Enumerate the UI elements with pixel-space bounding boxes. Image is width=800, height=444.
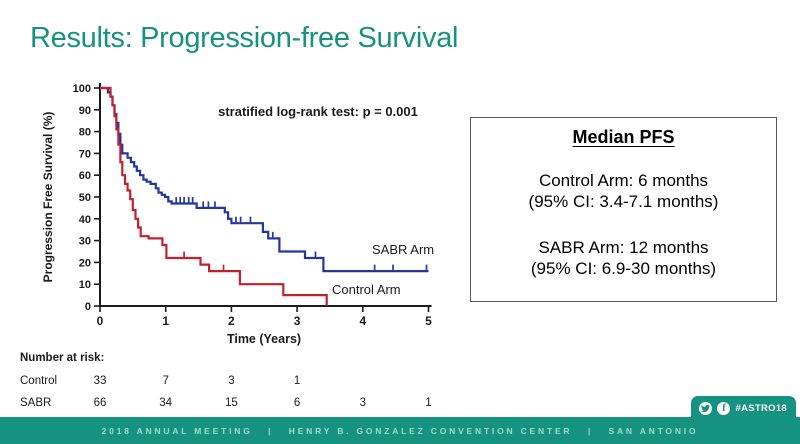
risk-row-sabr: SABR 66 34 15 6 3 1 xyxy=(0,397,460,412)
social-hashtag-badge: f #ASTRO18 xyxy=(691,396,796,420)
risk-count: 66 xyxy=(93,397,107,409)
y-tick-label: 0 xyxy=(85,301,91,313)
y-tick-label: 100 xyxy=(73,83,91,95)
y-tick-label: 70 xyxy=(79,148,91,160)
page-title: Results: Progression-free Survival xyxy=(30,22,459,54)
median-pfs-box: Median PFS Control Arm: 6 months (95% CI… xyxy=(470,117,777,302)
km-curve-control-arm xyxy=(100,86,328,306)
x-tick-label: 0 xyxy=(97,314,104,328)
risk-row-name: Control xyxy=(20,375,58,387)
risk-count: 15 xyxy=(224,397,238,409)
y-tick-label: 80 xyxy=(79,127,91,139)
risk-count: 1 xyxy=(293,375,301,387)
x-tick-label: 2 xyxy=(228,314,235,328)
median-control-ci: (95% CI: 3.4-7.1 months) xyxy=(528,192,719,211)
median-sabr-group: SABR Arm: 12 months (95% CI: 6.9-30 mont… xyxy=(471,237,776,279)
facebook-icon[interactable]: f xyxy=(717,401,731,415)
y-tick-label: 90 xyxy=(79,105,91,117)
y-tick-label: 60 xyxy=(79,170,91,182)
x-tick-label: 5 xyxy=(425,314,432,328)
y-tick-label: 50 xyxy=(79,192,91,204)
twitter-icon[interactable] xyxy=(699,401,713,415)
median-control-group: Control Arm: 6 months (95% CI: 3.4-7.1 m… xyxy=(471,170,776,212)
y-tick-label: 10 xyxy=(79,279,91,291)
risk-count: 6 xyxy=(293,397,301,409)
risk-count: 34 xyxy=(159,397,173,409)
risk-count: 3 xyxy=(228,375,235,387)
footer-text: 2018 ANNUAL MEETING | HENRY B. GONZALEZ … xyxy=(101,425,699,436)
km-survival-chart: 0 10 20 30 40 50 60 70 80 90 100 0 1 2 3 4 5 stratified … xyxy=(41,83,434,346)
series-label-control: Control Arm xyxy=(332,282,401,297)
x-tick-label: 1 xyxy=(162,314,169,328)
series-label-sabr: SABR Arm xyxy=(372,242,434,257)
footer-bar: 2018 ANNUAL MEETING | HENRY B. GONZALEZ … xyxy=(0,417,800,444)
median-control-value: Control Arm: 6 months xyxy=(538,171,709,190)
x-tick-label: 3 xyxy=(294,314,301,328)
y-tick-label: 40 xyxy=(79,214,91,226)
hashtag-label: #ASTRO18 xyxy=(735,402,787,414)
risk-count: 3 xyxy=(359,397,366,409)
median-sabr-ci: (95% CI: 6.9-30 months) xyxy=(530,259,717,278)
median-sabr-value: SABR Arm: 12 months xyxy=(538,238,709,257)
median-pfs-title: Median PFS xyxy=(572,127,675,147)
y-tick-label: 20 xyxy=(79,257,91,269)
risk-count: 7 xyxy=(162,375,169,387)
risk-count: 1 xyxy=(425,397,432,409)
chart-annotation: stratified log-rank test: p = 0.001 xyxy=(218,104,418,119)
risk-count: 33 xyxy=(93,375,107,387)
risk-row-name: SABR xyxy=(20,397,52,409)
y-tick-label: 30 xyxy=(79,236,91,248)
x-tick-label: 4 xyxy=(359,314,366,328)
risk-row-control: Control 33 7 3 1 xyxy=(0,375,460,390)
y-axis-label: Progression Free Survival (%) xyxy=(41,112,55,283)
x-axis-label: Time (Years) xyxy=(227,332,301,346)
